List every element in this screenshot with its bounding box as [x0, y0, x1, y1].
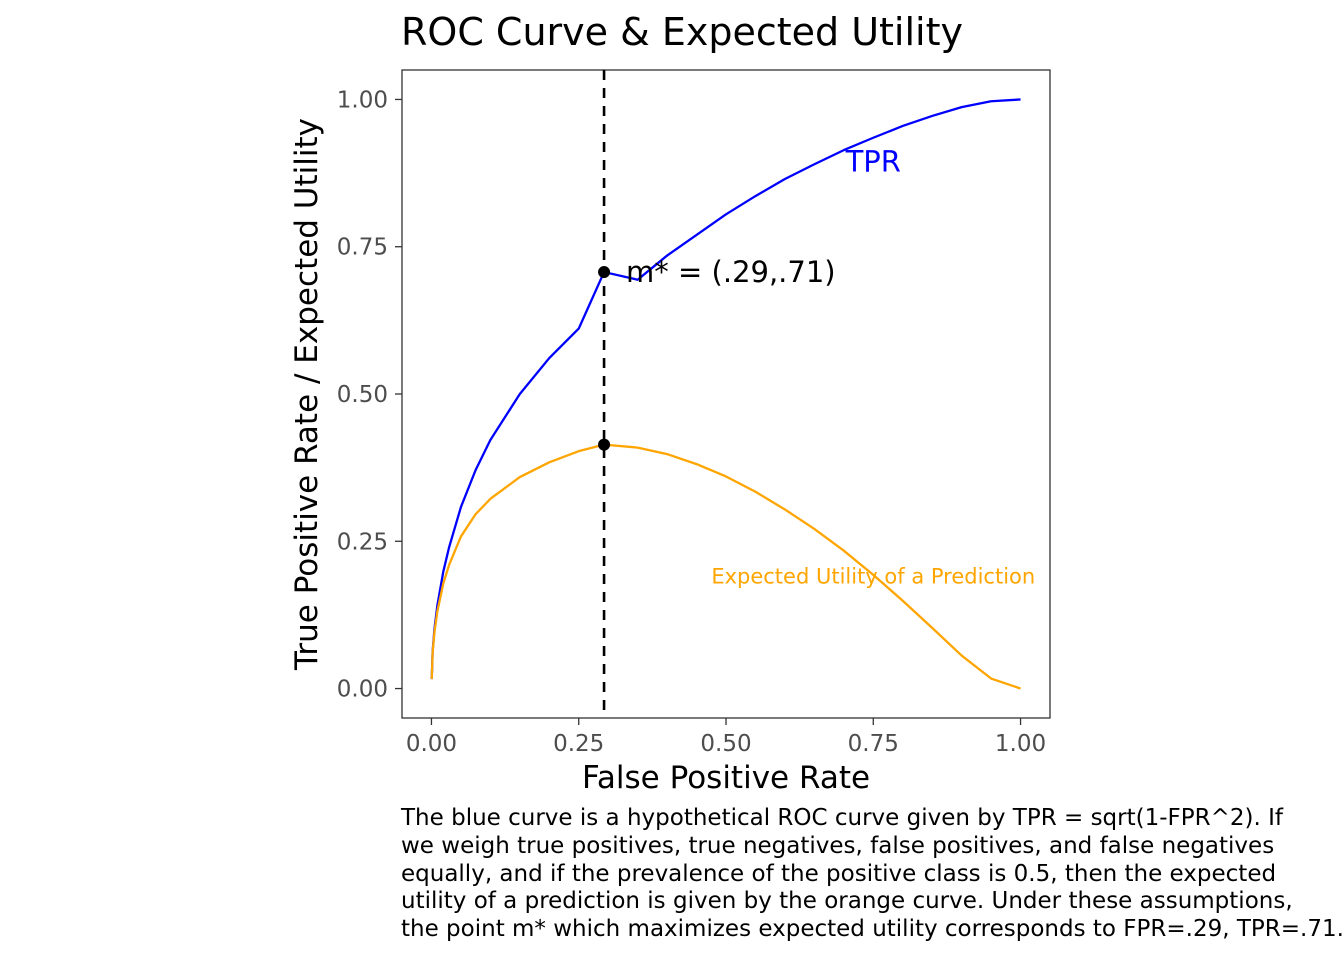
tpr-label: TPR [845, 144, 901, 178]
y-tick-label: 0.75 [337, 235, 388, 261]
chart-title: ROC Curve & Expected Utility [401, 10, 963, 54]
x-tick-label: 0.00 [406, 731, 457, 757]
expected-utility-label: Expected Utility of a Prediction [711, 565, 1035, 589]
caption-line: The blue curve is a hypothetical ROC cur… [401, 805, 1283, 831]
marked-point [598, 266, 611, 279]
y-tick-label: 0.25 [337, 529, 388, 555]
y-tick-label: 0.50 [337, 382, 388, 408]
expected-utility-curve [430, 443, 1021, 690]
x-axis-label: False Positive Rate [582, 760, 870, 796]
plot-panel [401, 69, 1051, 719]
points-layer: m* = (.29,.71) [598, 255, 836, 451]
caption-line: utility of a prediction is given by the … [401, 888, 1293, 915]
figure-caption: The blue curve is a hypothetical ROC cur… [401, 805, 1344, 944]
annotation-layer: TPR Expected Utility of a Prediction [711, 144, 1035, 588]
caption-line: equally, and if the prevalence of the po… [401, 860, 1277, 887]
caption-line: the point m* which maximizes expected ut… [401, 916, 1344, 943]
tpr-curve [430, 98, 1021, 680]
x-tick-label: 1.00 [995, 731, 1046, 757]
x-tick-label: 0.50 [700, 731, 751, 757]
y-tick-label: 1.00 [337, 87, 388, 113]
x-tick-label: 0.75 [848, 731, 899, 757]
y-axis-label: True Positive Rate / Expected Utility [289, 118, 325, 671]
x-tick-label: 0.25 [553, 731, 604, 757]
x-axis: 0.00 0.25 0.50 0.75 1.00 [406, 718, 1046, 757]
series-layer [430, 98, 1021, 690]
marked-point [598, 438, 611, 451]
y-tick-label: 0.00 [337, 677, 388, 703]
y-axis: 0.00 0.25 0.50 0.75 1.00 [337, 87, 402, 703]
caption-line: we weigh true positives, true negatives,… [401, 832, 1275, 859]
point-label: m* = (.29,.71) [626, 255, 836, 289]
